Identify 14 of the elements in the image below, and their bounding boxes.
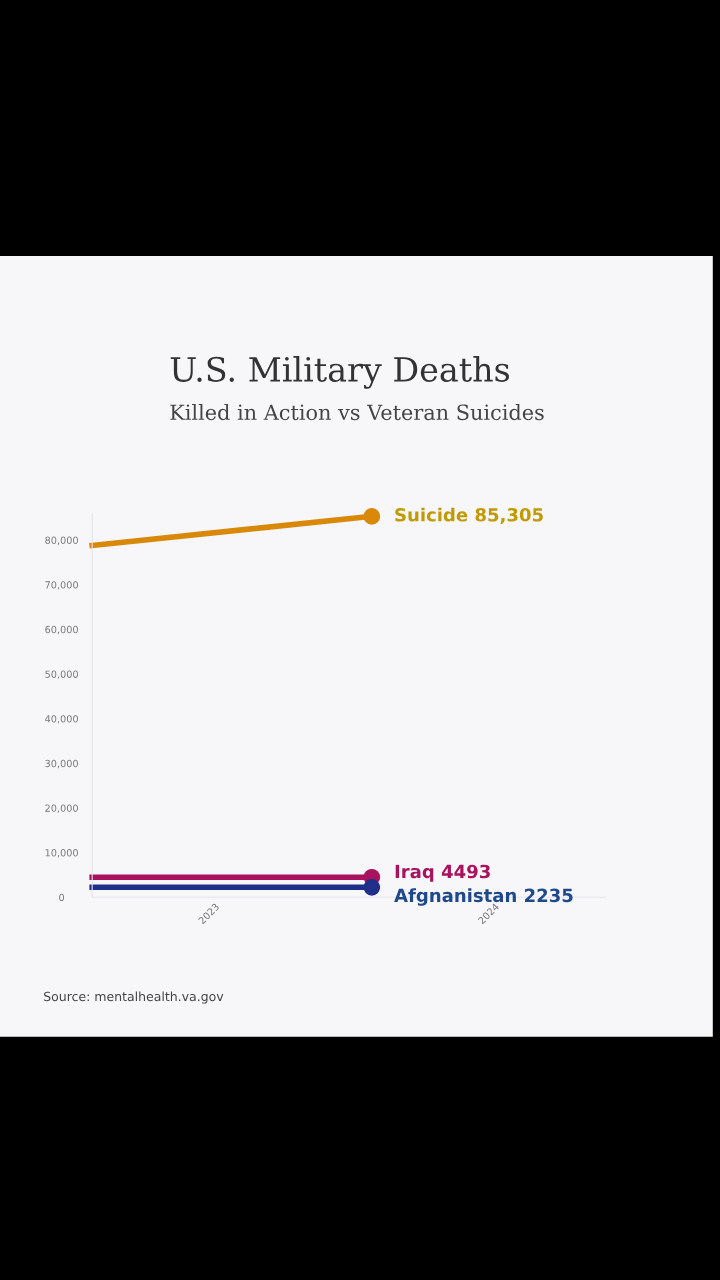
y-tick-label: 0 — [59, 893, 65, 902]
y-tick-label: 20,000 — [45, 804, 78, 813]
y-tick-label: 40,000 — [45, 715, 78, 724]
annotation: Suicide 85,305 — [395, 507, 543, 524]
y-tick-label: 50,000 — [45, 670, 78, 679]
y-tick-label: 70,000 — [45, 581, 78, 590]
chart-subtitle: Killed in Action vs Veteran Suicides — [170, 404, 544, 421]
annotation: Iraq 4493 — [395, 864, 490, 882]
y-tick-label: 60,000 — [45, 625, 78, 635]
source-note: Source: mentalhealth.va.gov — [44, 991, 224, 1004]
chart-title: U.S. Military Deaths — [170, 356, 509, 389]
y-tick-label: 80,000 — [45, 536, 78, 545]
y-tick-label: 30,000 — [45, 759, 78, 769]
y-tick-label: 10,000 — [45, 849, 78, 858]
